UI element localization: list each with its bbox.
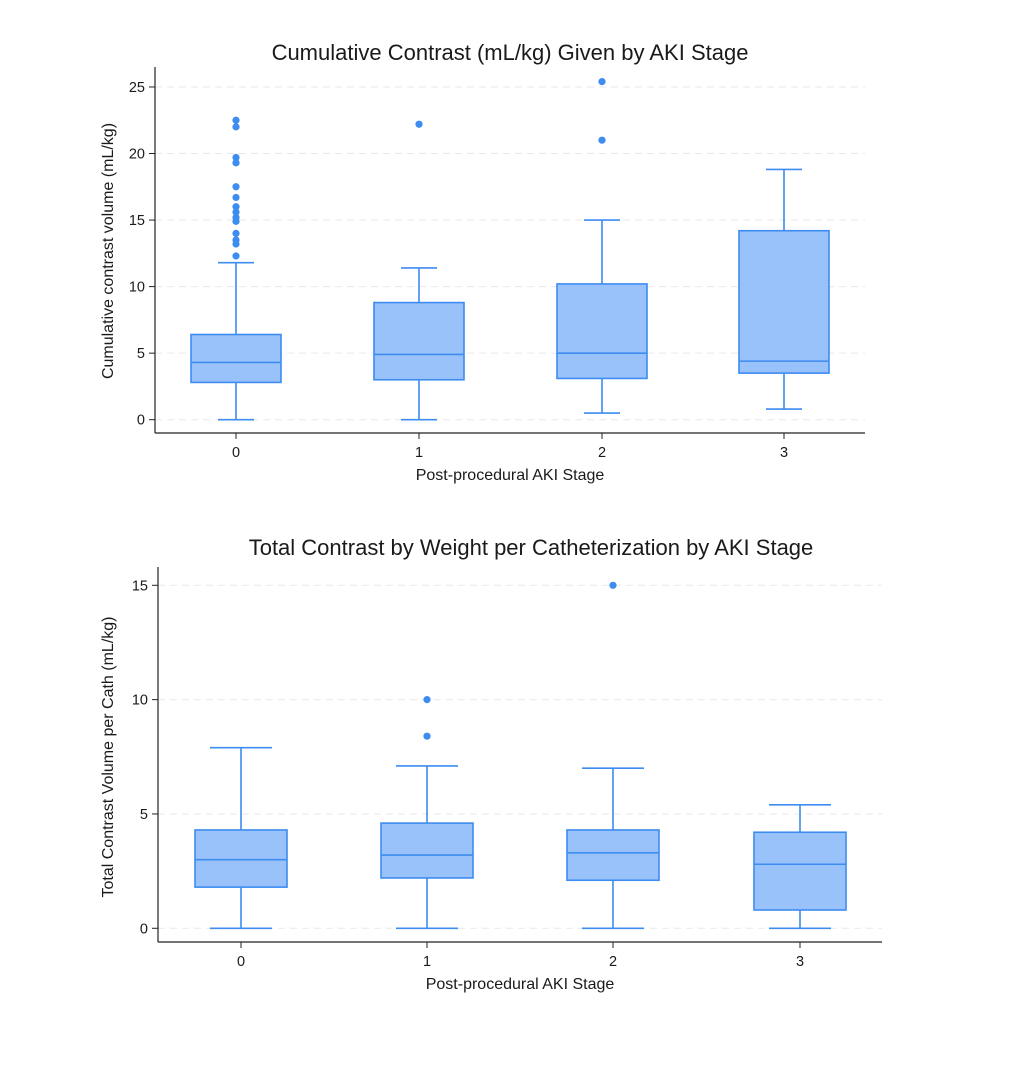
x-tick-label: 1 xyxy=(423,954,431,970)
chart-title: Total Contrast by Weight per Catheteriza… xyxy=(249,535,814,560)
y-tick-label: 5 xyxy=(140,807,148,823)
iqr-box xyxy=(190,333,282,384)
chart-title: Cumulative Contrast (mL/kg) Given by AKI… xyxy=(272,40,749,65)
box-stage-3 xyxy=(738,168,830,410)
iqr-box xyxy=(738,229,830,374)
box-stage-1 xyxy=(373,120,465,421)
box-stage-1 xyxy=(380,696,474,930)
y-tick-label: 10 xyxy=(129,280,145,296)
x-tick-label: 2 xyxy=(598,445,606,461)
outlier-point xyxy=(232,153,240,162)
outlier-point xyxy=(232,159,240,167)
x-tick-label: 3 xyxy=(796,954,804,970)
x-tick-label: 0 xyxy=(232,445,240,461)
x-axis-label: Post-procedural AKI Stage xyxy=(426,976,615,993)
box-stage-0 xyxy=(194,746,288,930)
outlier-point xyxy=(232,183,240,191)
x-tick-label: 2 xyxy=(609,954,617,970)
y-tick-label: 20 xyxy=(129,147,145,163)
box-stage-2 xyxy=(556,78,648,414)
outlier-point xyxy=(598,136,606,144)
box-stage-0 xyxy=(190,116,282,421)
x-tick-label: 3 xyxy=(780,445,788,461)
y-tick-label: 0 xyxy=(140,921,148,937)
outlier-point xyxy=(598,78,606,86)
x-axis-label: Post-procedural AKI Stage xyxy=(416,467,605,484)
iqr-box xyxy=(194,829,288,888)
outlier-point xyxy=(232,203,240,211)
box-stage-2 xyxy=(566,581,660,930)
y-tick-label: 0 xyxy=(137,413,145,429)
y-axis-label: Total Contrast Volume per Cath (mL/kg) xyxy=(100,616,117,897)
iqr-box xyxy=(373,301,465,381)
iqr-box xyxy=(566,829,660,882)
outlier-point xyxy=(232,236,240,244)
x-tick-label: 0 xyxy=(237,954,245,970)
chart-total-contrast-per-cath: Total Contrast by Weight per Catheteriza… xyxy=(100,535,882,993)
outlier-point xyxy=(232,213,240,221)
outlier-point xyxy=(609,581,617,589)
box-stage-3 xyxy=(753,804,847,930)
y-axis-label: Cumulative contrast volume (mL/kg) xyxy=(100,123,117,379)
y-tick-label: 5 xyxy=(137,346,145,362)
chart-cumulative-contrast: Cumulative Contrast (mL/kg) Given by AKI… xyxy=(100,40,865,484)
y-tick-label: 15 xyxy=(129,213,145,229)
outlier-point xyxy=(423,732,431,740)
outlier-point xyxy=(232,193,240,202)
y-tick-label: 25 xyxy=(129,80,145,96)
x-tick-label: 1 xyxy=(415,445,423,461)
outlier-point xyxy=(232,208,240,216)
outlier-point xyxy=(423,696,431,704)
iqr-box xyxy=(753,831,847,911)
outlier-point xyxy=(232,123,240,131)
outlier-point xyxy=(232,229,240,237)
iqr-box xyxy=(556,283,648,380)
iqr-box xyxy=(380,822,474,879)
y-tick-label: 15 xyxy=(132,578,148,594)
outlier-point xyxy=(232,116,240,124)
outlier-point xyxy=(232,252,240,260)
y-tick-label: 10 xyxy=(132,693,148,709)
outlier-point xyxy=(415,120,423,128)
